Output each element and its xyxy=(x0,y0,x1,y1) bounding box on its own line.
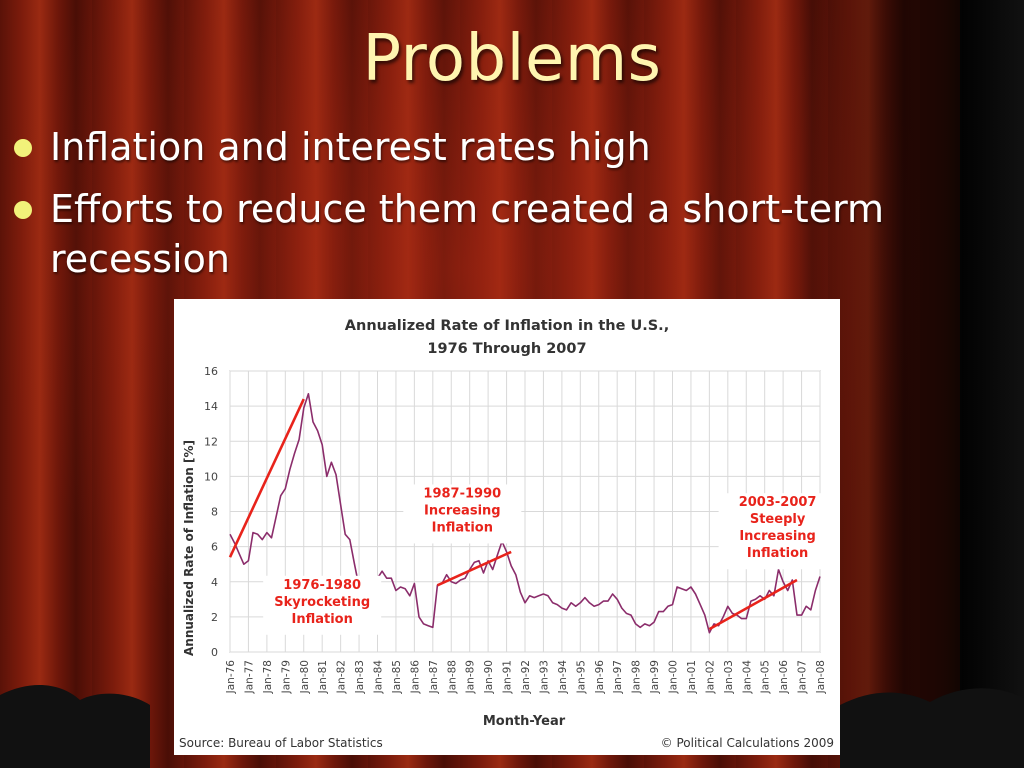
x-tick-label: Jan-90 xyxy=(483,660,495,694)
chart-title-line2: 1976 Through 2007 xyxy=(427,341,586,357)
annotations: 1976-1980 Skyrocketing Inflation 1987-1990 I… xyxy=(263,484,837,635)
bullet-item: Efforts to reduce them created a short-t… xyxy=(12,184,952,284)
bullet-item: Inflation and interest rates high xyxy=(12,122,952,172)
x-tick-label: Jan-88 xyxy=(446,660,458,694)
annotation-text: Inflation xyxy=(292,612,353,627)
y-tick-label: 4 xyxy=(211,576,218,589)
x-tick-label: Jan-87 xyxy=(428,660,440,694)
x-tick-label: Jan-98 xyxy=(631,660,643,694)
inflation-chart: Annualized Rate of Inflation in the U.S.… xyxy=(174,299,840,755)
x-tick-label: Jan-01 xyxy=(686,660,698,694)
x-tick-label: Jan-95 xyxy=(575,660,587,694)
y-tick-label: 10 xyxy=(204,470,218,483)
y-axis: 0 2 4 6 8 10 12 14 16 xyxy=(204,365,218,659)
x-tick-label: Jan-04 xyxy=(741,660,753,695)
x-tick-label: Jan-79 xyxy=(280,660,292,694)
x-tick-label: Jan-07 xyxy=(797,660,809,694)
trendline xyxy=(436,550,512,587)
x-tick-label: Jan-85 xyxy=(391,660,403,694)
x-tick-label: Jan-77 xyxy=(243,660,255,694)
y-tick-label: 8 xyxy=(211,506,218,519)
y-axis-label: Annualized Rate of Inflation [%] xyxy=(182,440,196,656)
bullet-dot xyxy=(14,139,32,157)
curtain-dark-edge xyxy=(960,0,1024,768)
annotation-text: Increasing xyxy=(739,529,816,544)
annotation-text: 1987-1990 xyxy=(423,486,501,501)
annotation-text: Skyrocketing xyxy=(274,595,370,610)
x-tick-label: Jan-81 xyxy=(317,660,329,694)
annotation-text: Inflation xyxy=(747,546,808,561)
y-tick-label: 6 xyxy=(211,541,218,554)
x-tick-label: Jan-02 xyxy=(704,660,716,694)
x-tick-label: Jan-97 xyxy=(612,660,624,694)
x-tick-label: Jan-93 xyxy=(538,660,550,694)
x-tick-label: Jan-05 xyxy=(760,660,772,694)
x-tick-label: Jan-91 xyxy=(502,660,514,694)
x-tick-label: Jan-78 xyxy=(262,660,274,694)
x-tick-label: Jan-80 xyxy=(299,660,311,694)
annotation-background xyxy=(263,575,382,635)
y-tick-label: 12 xyxy=(204,435,218,448)
bullet-list: Inflation and interest rates high Effort… xyxy=(12,122,952,296)
credit-note: © Political Calculations 2009 xyxy=(661,736,834,750)
trendline xyxy=(708,578,798,631)
annotation-background xyxy=(403,484,522,544)
slide-title: Problems xyxy=(362,22,662,96)
trendlines xyxy=(228,398,798,631)
x-axis: Jan-76 Jan-77 Jan-78 Jan-79 Jan-80 Jan-81 Jan-… xyxy=(225,660,827,695)
bullet-dot xyxy=(14,201,32,219)
stage-curtain-bottom xyxy=(0,684,1024,768)
annotation-text: Steeply xyxy=(750,512,806,527)
x-tick-label: Jan-06 xyxy=(778,660,790,695)
y-tick-label: 2 xyxy=(211,611,218,624)
y-tick-label: 0 xyxy=(211,646,218,659)
annotation-background xyxy=(718,493,837,570)
annotation-text: 2003-2007 xyxy=(739,495,817,510)
y-tick-label: 14 xyxy=(204,400,218,413)
x-tick-label: Jan-99 xyxy=(649,660,661,694)
x-tick-label: Jan-76 xyxy=(225,660,237,695)
annotation-text: Increasing xyxy=(424,503,501,518)
x-tick-label: Jan-00 xyxy=(668,660,680,694)
x-axis-label: Month-Year xyxy=(483,714,566,729)
bullet-text: Inflation and interest rates high xyxy=(50,125,651,169)
x-tick-label: Jan-08 xyxy=(815,660,827,694)
chart-svg: Annualized Rate of Inflation in the U.S.… xyxy=(179,318,837,750)
x-tick-label: Jan-96 xyxy=(594,660,606,695)
inflation-series-line xyxy=(229,393,821,634)
x-tick-label: Jan-83 xyxy=(354,660,366,694)
bullet-text: Efforts to reduce them created a short-t… xyxy=(50,187,885,281)
x-tick-label: Jan-92 xyxy=(520,660,532,694)
annotation-text: 1976-1980 xyxy=(283,578,361,593)
series-lines xyxy=(229,393,821,634)
annotation-text: Inflation xyxy=(432,520,493,535)
source-note: Source: Bureau of Labor Statistics xyxy=(179,736,383,750)
trendline xyxy=(228,398,305,558)
y-tick-label: 16 xyxy=(204,365,218,378)
chart-title-line1: Annualized Rate of Inflation in the U.S.… xyxy=(345,318,669,334)
x-tick-label: Jan-89 xyxy=(465,660,477,694)
x-tick-label: Jan-84 xyxy=(373,660,385,695)
x-tick-label: Jan-94 xyxy=(557,660,569,695)
x-tick-label: Jan-82 xyxy=(336,660,348,694)
x-tick-label: Jan-03 xyxy=(723,660,735,694)
x-tick-label: Jan-86 xyxy=(409,660,421,695)
